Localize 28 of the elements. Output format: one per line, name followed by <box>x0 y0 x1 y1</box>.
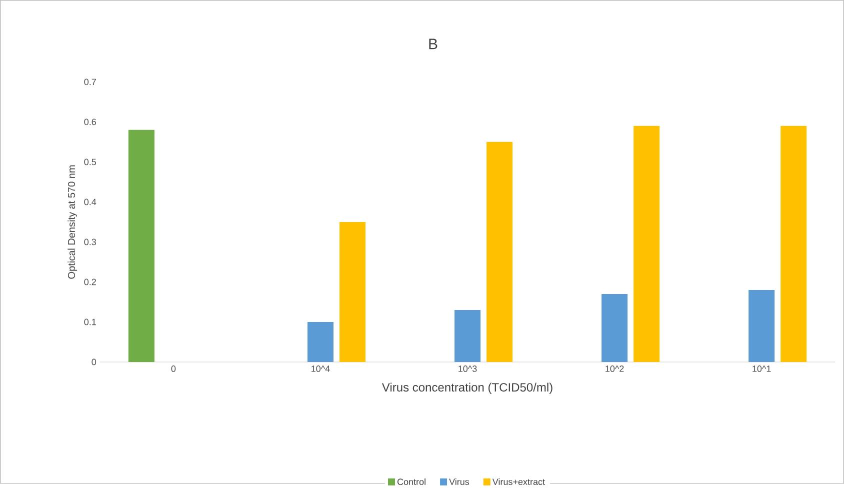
bar <box>486 142 513 362</box>
y-tick-label: 0 <box>92 358 96 365</box>
y-tick-label: 0.2 <box>84 278 96 285</box>
y-axis-title: Optical Density at 570 nm <box>68 165 78 279</box>
legend-label: Virus <box>449 478 470 485</box>
bar <box>780 126 807 362</box>
bar <box>634 126 660 362</box>
bar <box>128 130 154 362</box>
legend-label: Control <box>397 478 426 485</box>
bar <box>602 294 628 362</box>
y-tick-label: 0.7 <box>84 78 96 85</box>
x-tick-label: 0 <box>171 365 176 372</box>
bar <box>454 310 481 362</box>
x-tick-label: 10^2 <box>606 365 624 372</box>
chart-title: B <box>429 38 438 49</box>
y-tick-label: 0.3 <box>84 238 96 245</box>
x-tick-label: 10^3 <box>458 365 477 372</box>
x-tick-label: 10^4 <box>312 365 330 372</box>
y-tick-label: 0.1 <box>84 318 96 325</box>
legend-label: Virus+extract <box>492 478 545 485</box>
x-axis-title: Virus concentration (TCID50/ml) <box>382 382 552 394</box>
y-tick-label: 0.6 <box>84 118 96 125</box>
y-tick-label: 0.5 <box>84 158 96 165</box>
y-tick-label: 0.4 <box>84 198 96 205</box>
bar <box>339 222 366 362</box>
bar <box>748 290 775 362</box>
bar <box>307 322 334 362</box>
x-tick-label: 10^1 <box>752 365 771 372</box>
